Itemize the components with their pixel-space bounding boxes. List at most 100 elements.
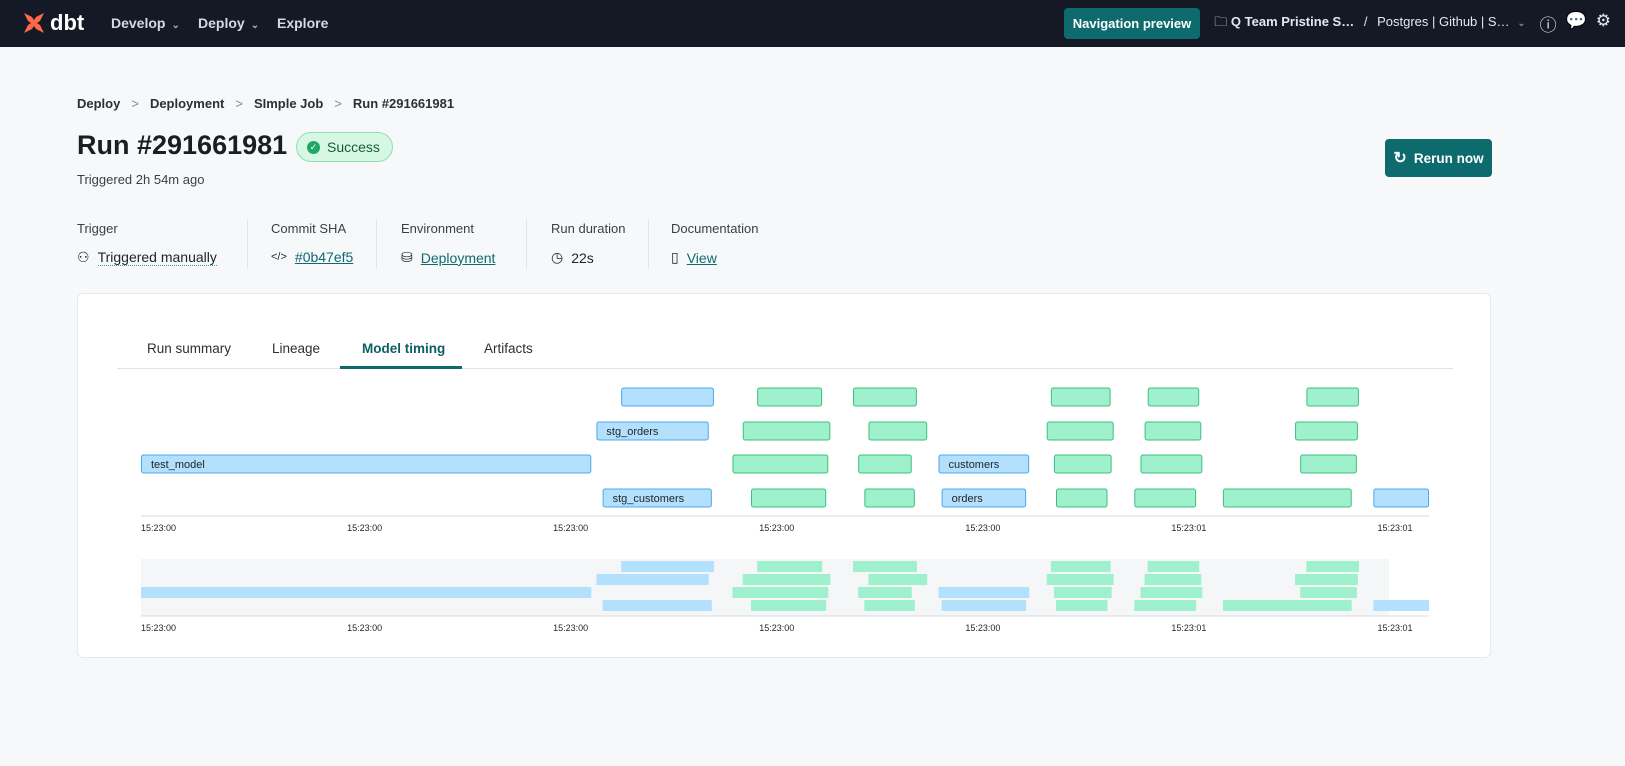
minimap-bar	[864, 600, 915, 611]
status-badge: ✓ Success	[296, 132, 393, 162]
test-bar[interactable]	[853, 387, 917, 407]
documentation-link[interactable]: View	[686, 249, 717, 266]
x-tick-label: 15:23:00	[141, 623, 176, 633]
minimap-bar	[1050, 561, 1111, 572]
test-bar[interactable]	[757, 387, 823, 407]
test-bar[interactable]	[1295, 421, 1358, 441]
top-navbar: dbt Develop ⌄ Deploy ⌄ Explore Navigation …	[0, 0, 1625, 47]
test-bar[interactable]	[1222, 488, 1352, 508]
minimap-bar	[1144, 574, 1202, 585]
model-bar[interactable]	[596, 421, 709, 441]
nav-explore-label: Explore	[277, 15, 329, 31]
nav-develop[interactable]: Develop ⌄	[111, 15, 180, 31]
test-bar[interactable]	[868, 421, 928, 441]
meta-label: Trigger	[77, 221, 118, 236]
model-bar[interactable]	[1373, 488, 1429, 508]
minimap-bar	[742, 574, 831, 585]
help-icon[interactable]: ⓘ	[1539, 16, 1557, 35]
dbt-logo[interactable]: dbt	[22, 10, 84, 36]
minimap-bar	[750, 600, 827, 611]
divider	[247, 219, 248, 269]
x-tick-label: 15:23:00	[759, 523, 794, 533]
x-tick-label: 15:23:00	[965, 623, 1000, 633]
test-bar[interactable]	[1053, 454, 1112, 474]
breadcrumb-run: Run #291661981	[352, 96, 455, 111]
tab-lineage[interactable]: Lineage	[272, 341, 321, 356]
project-name: Postgres | Github | S…	[1377, 13, 1510, 29]
x-tick-label: 15:23:01	[1377, 523, 1412, 533]
minimap-bar	[941, 600, 1027, 611]
commit-link[interactable]: #0b47ef5	[294, 249, 354, 265]
meta-environment: Environment ⛁ Deployment	[401, 221, 495, 269]
minimap-bar	[1140, 587, 1203, 598]
divider	[376, 219, 377, 269]
nav-explore[interactable]: Explore	[277, 15, 328, 31]
test-bar[interactable]	[858, 454, 912, 474]
tab-model-timing[interactable]: Model timing	[362, 341, 446, 356]
book-icon: ▯	[671, 249, 679, 265]
tab-artifacts[interactable]: Artifacts	[484, 341, 533, 356]
bar-label: test_model	[151, 459, 205, 471]
x-tick-label: 15:23:00	[347, 623, 382, 633]
page-title: Run #291661981	[77, 130, 288, 160]
test-bar[interactable]	[1140, 454, 1203, 474]
settings-icon[interactable]: ⚙	[1595, 11, 1611, 30]
breadcrumb-deploy[interactable]: Deploy	[77, 96, 121, 111]
model-bar[interactable]	[938, 454, 1030, 474]
navigation-preview-button[interactable]: Navigation preview	[1063, 8, 1201, 39]
project-selector[interactable]: 🗀 Q Team Pristine S… / Postgres | Github…	[1214, 13, 1525, 35]
model-bar[interactable]	[141, 454, 592, 474]
status-text: Success	[327, 139, 380, 155]
test-bar[interactable]	[1306, 387, 1359, 407]
minimap-bar	[621, 561, 714, 572]
breadcrumb-deployment[interactable]: Deployment	[149, 96, 225, 111]
model-bar[interactable]	[602, 488, 712, 508]
test-bar[interactable]	[750, 488, 827, 508]
user-icon: ⚇	[77, 249, 90, 265]
database-icon: ⛁	[401, 249, 413, 265]
test-bar[interactable]	[1147, 387, 1200, 407]
minimap-bar	[1055, 600, 1108, 611]
minimap-bar	[141, 587, 592, 598]
nav-deploy-label: Deploy	[198, 15, 245, 31]
feedback-icon[interactable]: 💬	[1565, 11, 1587, 30]
minimap-bar	[732, 587, 829, 598]
minimap-bar	[1053, 587, 1112, 598]
meta-documentation: Documentation ▯ View	[671, 221, 758, 269]
breadcrumb: Deploy > Deployment > SImple Job > Run #291…	[77, 96, 454, 111]
tab-divider	[117, 368, 1453, 369]
test-bar[interactable]	[1134, 488, 1197, 508]
test-bar[interactable]	[1300, 454, 1357, 474]
nav-deploy[interactable]: Deploy ⌄	[198, 15, 259, 31]
dbt-logo-icon	[24, 13, 44, 33]
model-bar[interactable]	[941, 488, 1027, 508]
test-bar[interactable]	[1055, 488, 1108, 508]
chevron-down-icon: ⌄	[250, 20, 260, 31]
environment-link[interactable]: Deployment	[420, 249, 496, 266]
breadcrumb-job[interactable]: SImple Job	[253, 96, 324, 111]
test-bar[interactable]	[1144, 421, 1202, 441]
brand-name: dbt	[50, 10, 85, 35]
test-bar[interactable]	[1050, 387, 1111, 407]
test-bar[interactable]	[732, 454, 829, 474]
minimap-bar	[1046, 574, 1114, 585]
test-bar[interactable]	[864, 488, 915, 508]
test-bar[interactable]	[742, 421, 831, 441]
x-tick-label: 15:23:00	[759, 623, 794, 633]
chevron-right-icon: >	[235, 96, 243, 111]
nav-develop-label: Develop	[111, 15, 166, 31]
meta-label: Run duration	[551, 221, 626, 236]
divider	[526, 219, 527, 269]
rerun-now-button[interactable]: ↻ Rerun now	[1385, 139, 1492, 177]
minimap-bar	[757, 561, 823, 572]
bar-label: customers	[949, 459, 1000, 471]
minimap-bar	[1134, 600, 1197, 611]
model-bar[interactable]	[621, 387, 714, 407]
meta-commit: Commit SHA </> #0b47ef5	[271, 221, 353, 269]
meta-label: Documentation	[671, 221, 759, 236]
bar-label: stg_orders	[606, 426, 658, 438]
test-bar[interactable]	[1046, 421, 1114, 441]
x-tick-label: 15:23:00	[141, 523, 176, 533]
bar-label: stg_customers	[613, 493, 685, 505]
tab-run-summary[interactable]: Run summary	[147, 341, 232, 356]
